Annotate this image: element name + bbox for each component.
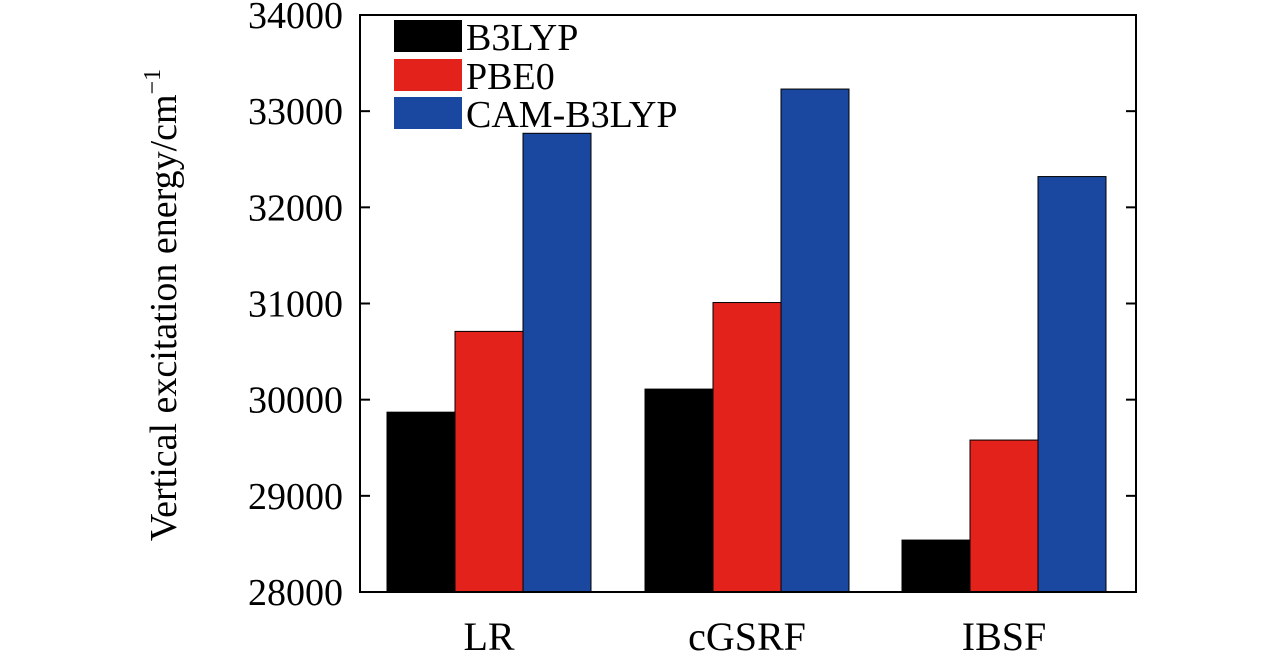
bar-pbe0-ibsf: [969, 439, 1039, 593]
bar-cam-b3lyp-lr: [522, 132, 592, 593]
y-tick-label: 33000: [248, 91, 343, 133]
y-tick-label: 34000: [248, 0, 343, 37]
bars-layer: [386, 88, 1107, 593]
y-axis-tick-labels: 28000 29000 30000 31000 32000 33000 34000: [248, 0, 343, 614]
y-tick-label: 32000: [248, 187, 343, 229]
bar-b3lyp-ibsf: [901, 539, 971, 593]
legend-swatch-b3lyp: [394, 20, 462, 52]
legend-swatch-pbe0: [394, 59, 462, 91]
y-axis-label: Vertical excitation energy/cm−1: [140, 69, 185, 541]
x-category-label: LR: [463, 614, 514, 659]
legend-swatch-cam-b3lyp: [394, 97, 462, 129]
bar-pbe0-cgsrf: [712, 302, 782, 593]
bar-b3lyp-lr: [386, 411, 456, 593]
y-axis-label-unit-superscript: −1: [140, 69, 166, 95]
x-category-label: cGSRF: [688, 614, 806, 659]
y-tick-label: 31000: [248, 284, 343, 326]
y-tick-label: 30000: [248, 380, 343, 422]
y-axis-ticks: [360, 14, 1136, 593]
x-category-label: IBSF: [962, 614, 1047, 659]
legend-label: B3LYP: [466, 17, 578, 59]
x-axis-category-labels: LR cGSRF IBSF: [463, 614, 1046, 659]
bar-cam-b3lyp-ibsf: [1037, 176, 1107, 593]
bar-b3lyp-cgsrf: [644, 388, 714, 593]
bar-cam-b3lyp-cgsrf: [780, 88, 850, 593]
y-tick-label: 29000: [248, 476, 343, 518]
bar-pbe0-lr: [454, 330, 524, 593]
legend-label: PBE0: [466, 56, 555, 98]
legend-label: CAM-B3LYP: [466, 94, 678, 136]
y-axis-label-text: Vertical excitation energy/cm: [143, 94, 185, 541]
y-tick-label: 28000: [248, 572, 343, 614]
